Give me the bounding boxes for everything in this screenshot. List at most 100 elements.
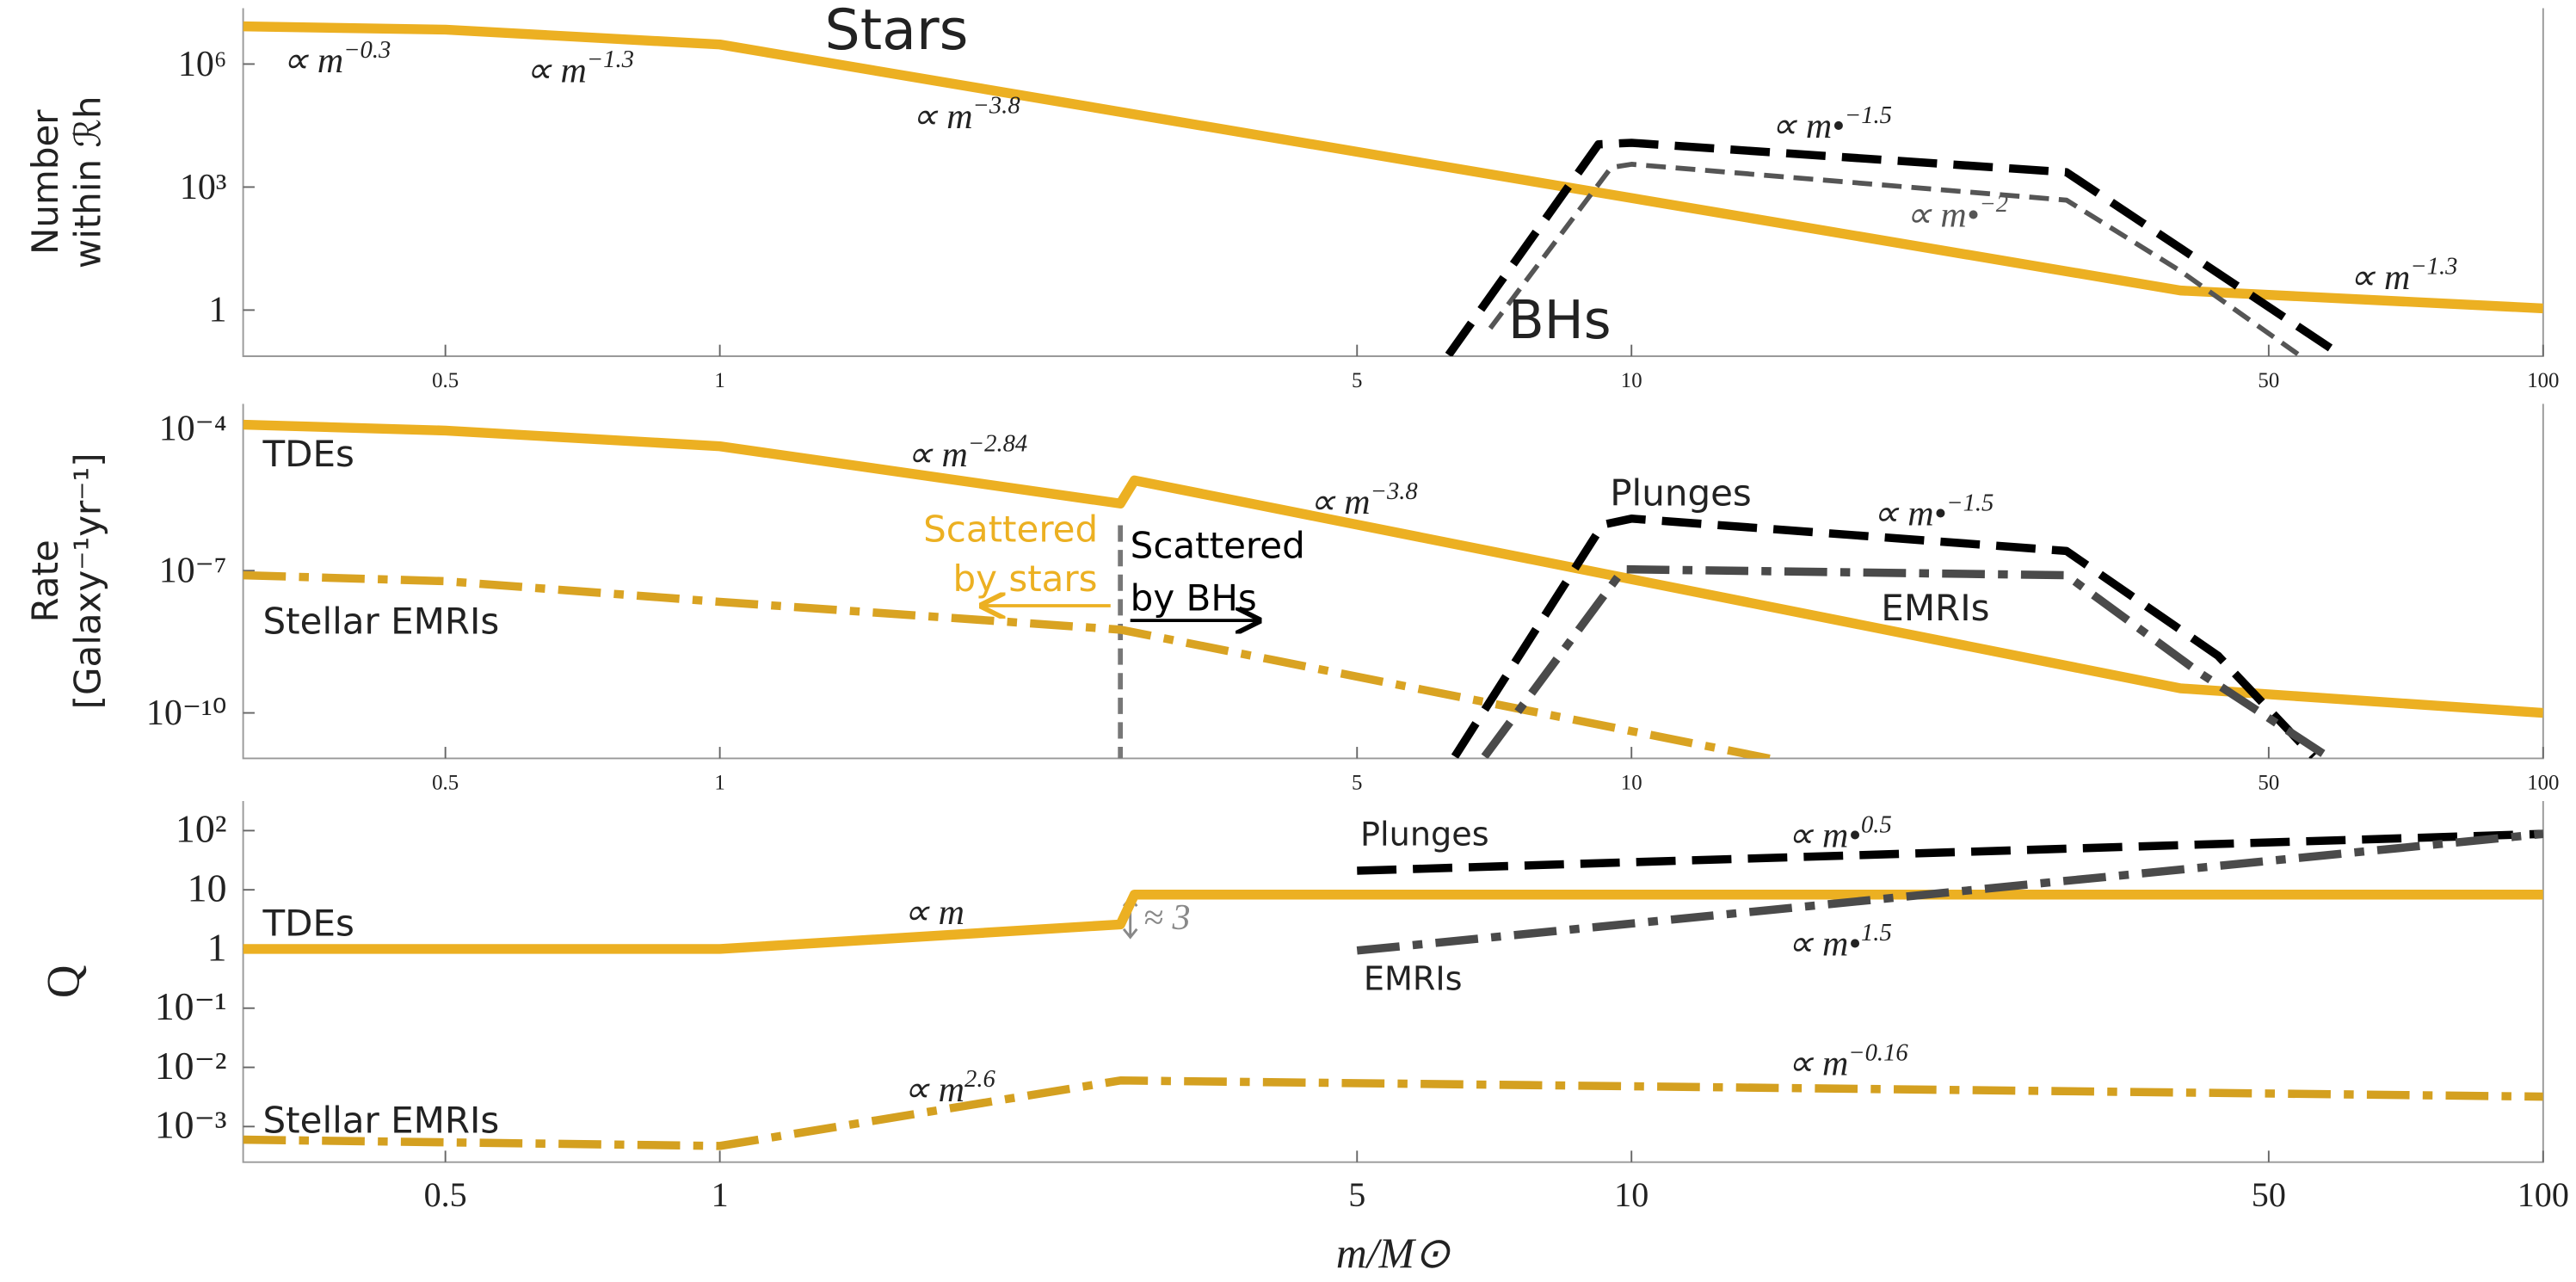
- annotation: ∝ m•0.5: [1787, 810, 1891, 855]
- y-axis-label: [Galaxy⁻¹yr⁻¹]: [66, 453, 108, 709]
- x-tick-label: 0.5: [432, 772, 459, 795]
- y-tick-label: 10⁻¹: [155, 984, 227, 1028]
- annotation-exponent: −1.5: [1845, 102, 1892, 129]
- annotation: ∝ m•−1.5: [1873, 489, 1994, 533]
- y-axis-label: within ℛh: [66, 96, 108, 268]
- annotation: ≈ 3: [1143, 898, 1191, 938]
- series-line: [1357, 829, 2543, 875]
- x-tick-label: 50: [2252, 1175, 2286, 1214]
- annotation-exponent: 2.6: [964, 1065, 995, 1093]
- annotation-text: ∝ m: [282, 41, 343, 81]
- series-label: TDEs: [262, 902, 354, 944]
- y-tick-label: 10⁻⁴: [159, 409, 227, 448]
- plot-area: [243, 829, 2543, 1150]
- axis-frame: [242, 404, 2544, 760]
- annotation-text: by BHs: [1131, 577, 1257, 619]
- axis-frame: [242, 8, 2544, 357]
- x-tick-label: 0.5: [432, 369, 459, 392]
- y-tick-label: 10⁻⁷: [159, 552, 227, 591]
- annotation-text: ∝ m•: [1873, 495, 1947, 534]
- series-label: Stars: [825, 0, 969, 63]
- annotation-exponent: −2: [1979, 190, 2008, 218]
- series-line: [1445, 139, 2344, 356]
- y-tick-label: 1: [207, 925, 227, 969]
- x-tick-label: 5: [1352, 772, 1362, 795]
- y-tick-label: 10⁻³: [155, 1103, 227, 1147]
- annotation-exponent: −2.84: [968, 430, 1027, 458]
- y-axis-label: Number: [24, 109, 66, 255]
- y-axis-label: Q: [38, 965, 89, 999]
- annotation-text: by stars: [952, 558, 1097, 600]
- series-label: BHs: [1508, 290, 1612, 351]
- series-label: TDEs: [262, 433, 354, 475]
- y-tick-label: 10⁻²: [155, 1044, 227, 1088]
- axis-frame: [242, 801, 2544, 1163]
- y-tick-label: 10⁻¹⁰: [146, 693, 227, 733]
- annotation: ∝ m−0.16: [1787, 1039, 1908, 1083]
- series-label: Plunges: [1360, 817, 1489, 854]
- series-line: [243, 890, 2543, 954]
- series-line: [243, 21, 2543, 314]
- annotation: ∝ m−3.8: [912, 92, 1020, 137]
- annotation-text: ∝ m•: [1787, 816, 1861, 855]
- annotation: Scattered: [923, 508, 1098, 551]
- series-line: [1356, 829, 2543, 955]
- annotation-text: ∝ m: [1310, 483, 1371, 522]
- annotation-exponent: −0.16: [1848, 1039, 1908, 1066]
- annotation-text: ∝ m: [903, 893, 964, 933]
- x-tick-label: 50: [2258, 369, 2279, 392]
- annotation-text: ≈ 3: [1143, 898, 1191, 938]
- annotation-text: Scattered: [1131, 525, 1305, 567]
- annotation: ∝ m•1.5: [1787, 919, 1891, 964]
- annotation-text: Scattered: [923, 508, 1098, 551]
- annotation-text: ∝ m: [907, 435, 968, 475]
- annotation: ∝ m: [903, 893, 964, 933]
- series-line: [1488, 162, 2301, 356]
- series-line: [243, 1076, 2543, 1150]
- x-tick-label: 100: [2517, 1175, 2569, 1214]
- series-label: Stellar EMRIs: [263, 600, 500, 642]
- series-line: [1451, 515, 2317, 759]
- annotation: ∝ m−0.3: [282, 36, 391, 81]
- x-tick-label: 100: [2527, 369, 2559, 392]
- y-tick-label: 10³: [180, 168, 227, 207]
- x-tick-label: 10: [1621, 369, 1642, 392]
- series-label: EMRIs: [1881, 587, 1989, 629]
- x-tick-label: 1: [712, 1175, 729, 1214]
- series-label: Plunges: [1610, 472, 1752, 515]
- annotation-text: ∝ m: [912, 97, 973, 137]
- series-line: [243, 570, 1780, 759]
- annotation: ∝ m•−1.5: [1771, 102, 1892, 146]
- series-line: [243, 419, 2543, 718]
- annotation-exponent: −0.3: [343, 36, 391, 64]
- annotation-exponent: 0.5: [1861, 810, 1892, 838]
- annotation: ∝ m−3.8: [1310, 478, 1418, 522]
- series-line: [1481, 564, 2330, 759]
- x-tick-label: 5: [1348, 1175, 1365, 1214]
- annotation-text: ∝ m•: [1906, 195, 1980, 235]
- annotation: ∝ m•−2: [1906, 190, 2008, 235]
- annotation-exponent: −3.8: [1371, 478, 1418, 505]
- x-tick-label: 1: [714, 772, 724, 795]
- x-tick-label: 0.5: [424, 1175, 467, 1214]
- annotation: ∝ m2.6: [903, 1065, 995, 1110]
- x-tick-label: 5: [1352, 369, 1362, 392]
- x-tick-label: 10: [1621, 772, 1642, 795]
- annotation-exponent: 1.5: [1861, 919, 1892, 946]
- annotation-text: ∝ m: [526, 51, 587, 90]
- annotation-exponent: −1.5: [1946, 489, 1994, 516]
- y-tick-label: 10: [188, 866, 227, 910]
- annotation-exponent: −1.3: [2410, 253, 2457, 280]
- annotation: ∝ m−2.84: [907, 430, 1027, 475]
- series-label: EMRIs: [1364, 960, 1463, 998]
- x-tick-label: 1: [714, 369, 724, 392]
- annotation: ∝ m−1.3: [526, 46, 634, 90]
- annotation-text: ∝ m: [1787, 1045, 1848, 1084]
- y-axis-label: Rate: [24, 539, 66, 622]
- annotation-text: ∝ m•: [1771, 107, 1845, 146]
- annotation-text: ∝ m: [2349, 258, 2410, 298]
- plot-area: [243, 419, 2543, 759]
- annotation-exponent: −3.8: [973, 92, 1020, 120]
